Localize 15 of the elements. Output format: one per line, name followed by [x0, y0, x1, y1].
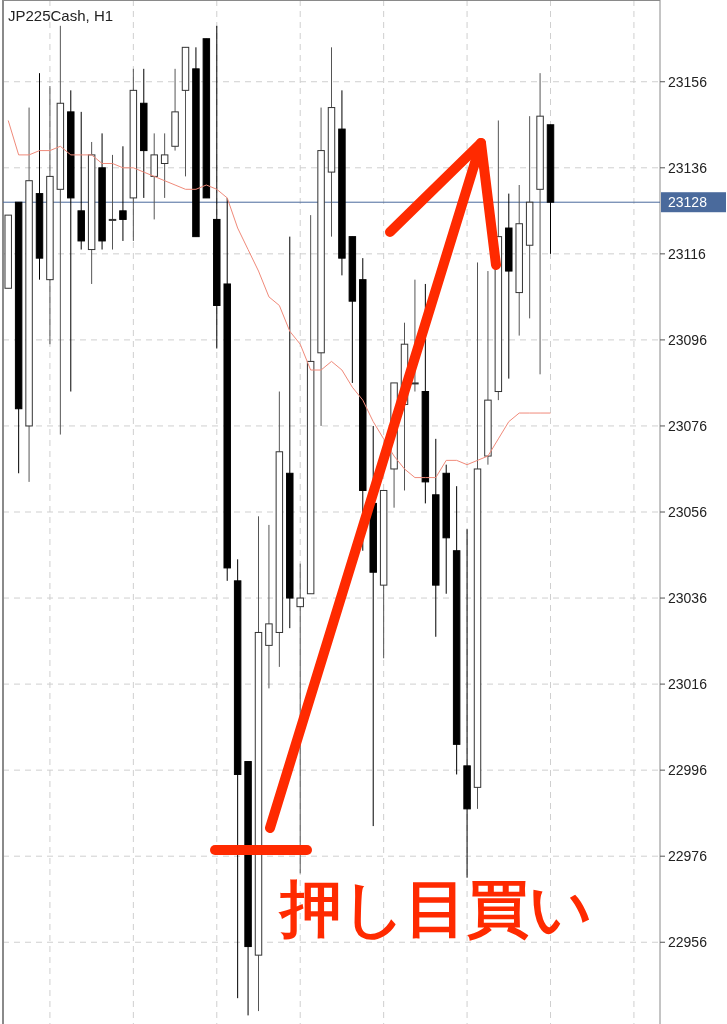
y-tick-label: 23056	[668, 504, 707, 520]
ref-line-label: 23128	[668, 194, 708, 211]
y-tick-label: 23076	[668, 417, 707, 434]
annotation: 押し目買い	[280, 874, 592, 943]
y-tick-label: 23016	[668, 676, 707, 693]
title: JP225Cash, H1	[8, 7, 114, 24]
y-tick-label: 23036	[668, 590, 707, 607]
y-tick-label: 22976	[668, 848, 707, 865]
y-tick-label: 23156	[668, 73, 707, 90]
y-tick-label: 22956	[668, 934, 707, 951]
ref-line-label: 23128	[661, 192, 726, 213]
y-tick-label: 22996	[668, 762, 707, 779]
y-tick-label: 23116	[668, 245, 706, 262]
y-tick-label: 23136	[668, 159, 707, 176]
y-tick-label: 23096	[668, 331, 707, 348]
